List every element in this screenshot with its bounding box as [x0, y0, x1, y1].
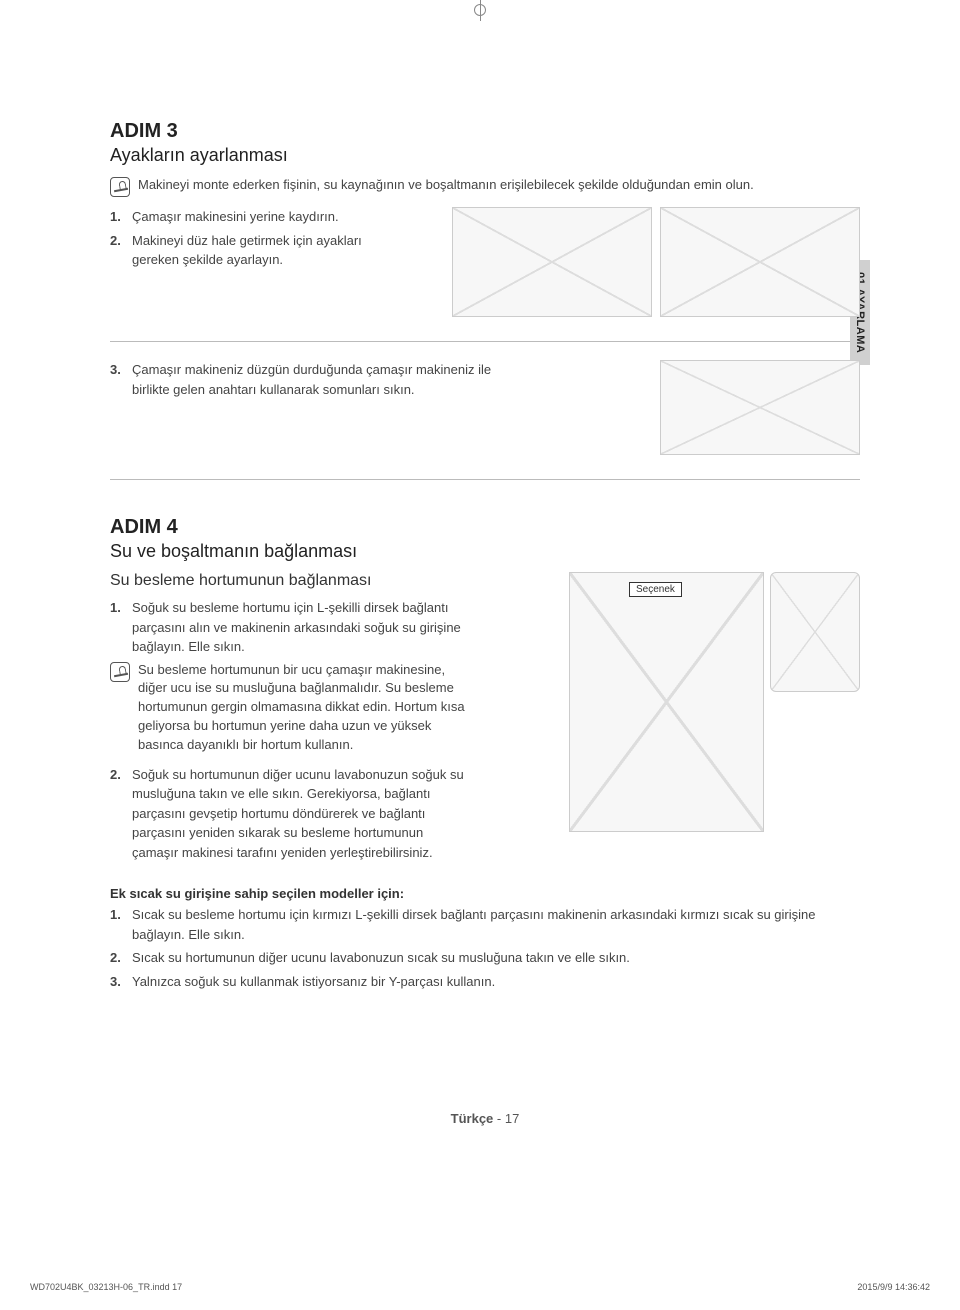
- note-icon: [110, 177, 130, 197]
- illustration-foot-adjust-2: [660, 207, 860, 317]
- step3-note: Makineyi monte ederken fişinin, su kayna…: [110, 176, 860, 197]
- step3-list: 1. Çamaşır makinesini yerine kaydırın. 2…: [110, 207, 410, 270]
- list-item: 1. Sıcak su besleme hortumu için kırmızı…: [110, 905, 860, 944]
- hot-water-title: Ek sıcak su girişine sahip seçilen model…: [110, 886, 860, 901]
- step3-list-b: 3. Çamaşır makineniz düzgün durduğunda ç…: [110, 360, 530, 399]
- item-number: 1.: [110, 598, 126, 657]
- page-content: 01 AYARLAMA ADIM 3 Ayakların ayarlanması…: [110, 120, 860, 1126]
- note-icon: [110, 662, 130, 682]
- illustration-foot-tighten: [660, 360, 860, 455]
- item-number: 3.: [110, 972, 126, 992]
- item-text: Çamaşır makineniz düzgün durduğunda çama…: [132, 360, 530, 399]
- step3-section-b: 3. Çamaşır makineniz düzgün durduğunda ç…: [110, 360, 860, 480]
- doc-timestamp: 2015/9/9 14:36:42: [857, 1282, 930, 1292]
- step4-list-2: 2. Soğuk su hortumunun diğer ucunu lavab…: [110, 765, 470, 863]
- item-number: 2.: [110, 765, 126, 863]
- item-text: Sıcak su hortumunun diğer ucunu lavabonu…: [132, 948, 630, 968]
- item-text: Yalnızca soğuk su kullanmak istiyorsanız…: [132, 972, 495, 992]
- list-item: 2. Makineyi düz hale getirmek için ayakl…: [110, 231, 410, 270]
- item-number: 3.: [110, 360, 126, 399]
- step3-subtitle: Ayakların ayarlanması: [110, 145, 860, 166]
- item-text: Soğuk su besleme hortumu için L-şekilli …: [132, 598, 470, 657]
- list-item: 2. Soğuk su hortumunun diğer ucunu lavab…: [110, 765, 470, 863]
- item-number: 1.: [110, 905, 126, 944]
- footer-lang: Türkçe: [451, 1111, 494, 1126]
- item-number: 2.: [110, 231, 126, 270]
- hot-water-list: 1. Sıcak su besleme hortumu için kırmızı…: [110, 905, 860, 991]
- item-text: Sıcak su besleme hortumu için kırmızı L-…: [132, 905, 860, 944]
- item-text: Soğuk su hortumunun diğer ucunu lavabonu…: [132, 765, 470, 863]
- list-item: 1. Soğuk su besleme hortumu için L-şekil…: [110, 598, 470, 657]
- item-number: 1.: [110, 207, 126, 227]
- step4-main-row: Su besleme hortumunun bağlanması 1. Soğu…: [110, 572, 860, 866]
- doc-footer: WD702U4BK_03213H-06_TR.indd 17 2015/9/9 …: [30, 1282, 930, 1292]
- step4-list-1: 1. Soğuk su besleme hortumu için L-şekil…: [110, 598, 470, 657]
- step3-title: ADIM 3: [110, 120, 860, 143]
- crop-marks-top: [0, 0, 960, 20]
- step4-title: ADIM 4: [110, 516, 860, 539]
- step3-note-text: Makineyi monte ederken fişinin, su kayna…: [138, 176, 754, 195]
- crop-center-icon: [474, 4, 486, 16]
- step4-note: Su besleme hortumunun bir ucu çamaşır ma…: [110, 661, 470, 755]
- list-item: 1. Çamaşır makinesini yerine kaydırın.: [110, 207, 410, 227]
- item-text: Çamaşır makinesini yerine kaydırın.: [132, 207, 339, 227]
- option-label: Seçenek: [629, 582, 682, 597]
- item-number: 2.: [110, 948, 126, 968]
- illustration-tap: [770, 572, 860, 692]
- item-text: Makineyi düz hale getirmek için ayakları…: [132, 231, 410, 270]
- footer-page: 17: [505, 1111, 519, 1126]
- list-item: 2. Sıcak su hortumunun diğer ucunu lavab…: [110, 948, 860, 968]
- step4-section-title: Su besleme hortumunun bağlanması: [110, 572, 470, 590]
- illustration-machine-rear: [569, 572, 764, 832]
- footer-sep: -: [497, 1111, 505, 1126]
- hot-water-section: Ek sıcak su girişine sahip seçilen model…: [110, 886, 860, 991]
- illustration-foot-adjust-1: [452, 207, 652, 317]
- page-footer: Türkçe - 17: [110, 1111, 860, 1126]
- step4-subtitle: Su ve boşaltmanın bağlanması: [110, 541, 860, 562]
- step4-note-text: Su besleme hortumunun bir ucu çamaşır ma…: [138, 661, 470, 755]
- list-item: 3. Yalnızca soğuk su kullanmak istiyorsa…: [110, 972, 860, 992]
- step3-section-a: 1. Çamaşır makinesini yerine kaydırın. 2…: [110, 207, 860, 342]
- illustration-machine-wrap: Seçenek: [569, 572, 764, 832]
- list-item: 3. Çamaşır makineniz düzgün durduğunda ç…: [110, 360, 530, 399]
- doc-id: WD702U4BK_03213H-06_TR.indd 17: [30, 1282, 182, 1292]
